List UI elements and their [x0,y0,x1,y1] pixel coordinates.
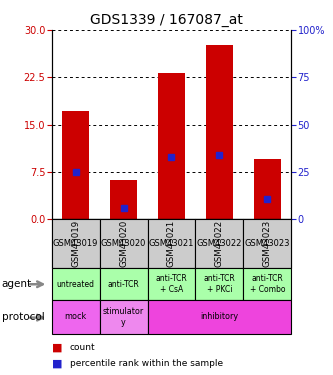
Text: untreated: untreated [57,280,95,289]
Bar [52,300,100,334]
Bar [148,268,195,300]
Text: GSM43020: GSM43020 [119,220,128,267]
Text: GSM43019: GSM43019 [53,239,98,248]
Text: mock: mock [65,312,87,321]
Text: anti-TCR
+ PKCi: anti-TCR + PKCi [203,274,235,294]
Text: inhibitory: inhibitory [200,312,238,321]
Text: agent: agent [2,279,32,289]
Text: GDS1339 / 167087_at: GDS1339 / 167087_at [90,13,243,27]
Text: GSM43023: GSM43023 [263,220,272,267]
Text: protocol: protocol [2,312,44,322]
Bar [243,268,291,300]
Text: ■: ■ [52,343,62,352]
Bar [206,45,233,219]
Bar [148,219,195,268]
Bar [148,219,195,268]
Text: GSM43022: GSM43022 [215,220,224,267]
Bar [100,219,148,268]
Text: count: count [70,343,96,352]
Bar [254,159,281,219]
Bar [243,219,291,268]
Text: GSM43021: GSM43021 [167,220,176,267]
Text: anti-TCR: anti-TCR [108,280,140,289]
Bar [148,300,291,334]
Bar [100,300,148,334]
Text: GSM43022: GSM43022 [197,239,242,248]
Text: GSM43023: GSM43023 [245,239,290,248]
Bar [62,111,89,219]
Bar [110,180,137,219]
Bar [52,219,100,268]
Bar [243,219,291,268]
Text: GSM43021: GSM43021 [149,239,194,248]
Bar [195,268,243,300]
Text: GSM43019: GSM43019 [71,220,80,267]
Text: ■: ■ [52,359,62,369]
Bar [195,219,243,268]
Bar [100,219,148,268]
Bar [52,219,100,268]
Bar [52,268,100,300]
Text: GSM43020: GSM43020 [101,239,146,248]
Text: stimulator
y: stimulator y [103,307,144,327]
Text: anti-TCR
+ Combo: anti-TCR + Combo [250,274,285,294]
Bar [158,73,185,219]
Text: percentile rank within the sample: percentile rank within the sample [70,359,223,368]
Text: anti-TCR
+ CsA: anti-TCR + CsA [156,274,187,294]
Bar [100,268,148,300]
Bar [195,219,243,268]
